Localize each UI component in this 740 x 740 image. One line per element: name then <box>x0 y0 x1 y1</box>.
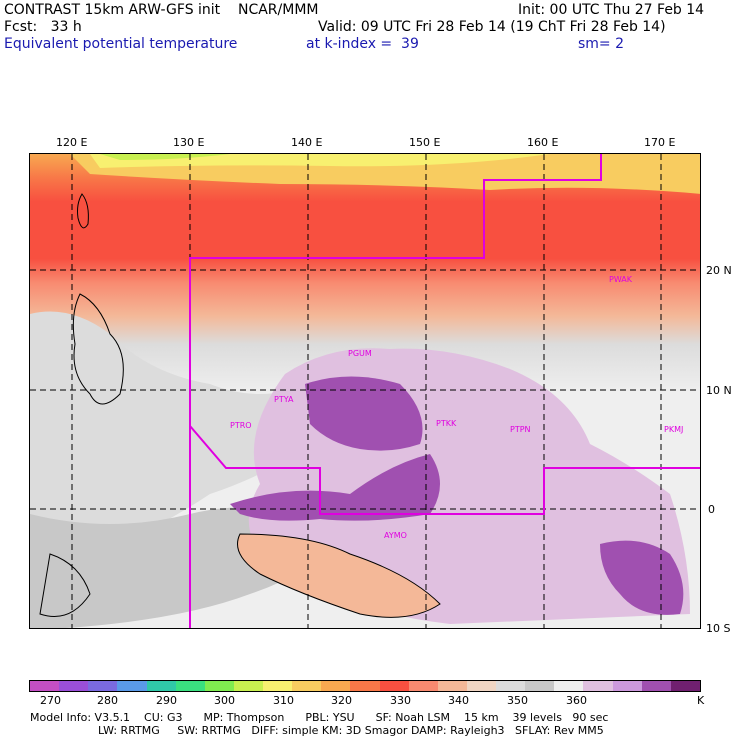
station-label: PTYA <box>274 395 294 404</box>
grid-lines <box>30 154 700 628</box>
map-panel: PGUM PTYA PTRO PTKK PTPN PKMJ PWAK AYMO <box>29 153 701 629</box>
colorbar-swatch <box>496 681 526 691</box>
colorbar-label: 340 <box>448 694 469 707</box>
station-label: PTRO <box>230 421 252 430</box>
colorbar-label: 280 <box>97 694 118 707</box>
model-info: Model Info: V3.5.1 CU: G3 MP: Thompson P… <box>30 711 609 724</box>
forecast-hour: Fcst: 33 h <box>4 19 82 35</box>
colorbar-label: 350 <box>507 694 528 707</box>
colorbar-label: 300 <box>214 694 235 707</box>
yellow-band <box>90 154 550 168</box>
colorbar-label: 360 <box>566 694 587 707</box>
colorbar-swatch <box>175 681 205 691</box>
colorbar-swatch <box>437 681 467 691</box>
station-label: PTPN <box>510 425 531 434</box>
colorbar-swatch <box>350 681 380 691</box>
level-info: at k-index = 39 <box>306 36 419 52</box>
colorbar-label: 290 <box>156 694 177 707</box>
lon-label: 170 E <box>644 136 676 149</box>
purple-core-east <box>600 540 684 615</box>
smoothing-info: sm= 2 <box>578 36 625 52</box>
new-guinea <box>237 533 441 618</box>
colorbar-swatch <box>30 681 60 691</box>
colorbar-swatch <box>321 681 351 691</box>
colorbar-swatch <box>525 681 555 691</box>
colorbar-swatch <box>612 681 642 691</box>
colorbar-swatch <box>554 681 584 691</box>
colorbar-swatch <box>408 681 438 691</box>
purple-core <box>305 376 423 451</box>
colorbar-swatch <box>263 681 293 691</box>
borneo-coast <box>39 553 91 617</box>
lat-label: 10 S <box>706 622 731 635</box>
title: CONTRAST 15km ARW-GFS init NCAR/MMM <box>4 2 319 18</box>
colorbar-swatch <box>117 681 147 691</box>
colorbar-swatch <box>641 681 671 691</box>
lon-label: 150 E <box>409 136 441 149</box>
lat-label: 10 N <box>706 384 732 397</box>
colorbar-swatch <box>233 681 263 691</box>
colorbar-label: 270 <box>40 694 61 707</box>
colorbar-swatch <box>466 681 496 691</box>
colorbar-label: 330 <box>390 694 411 707</box>
lat-label: 0 <box>708 503 715 516</box>
colorbar-label: 310 <box>273 694 294 707</box>
taiwan-coast <box>77 193 89 229</box>
colorbar-swatch <box>59 681 89 691</box>
station-label: PWAK <box>609 275 633 284</box>
station-label: PGUM <box>348 349 372 358</box>
lat-label: 20 N <box>706 264 732 277</box>
physics-info: LW: RRTMG SW: RRTMG DIFF: simple KM: 3D … <box>98 724 604 737</box>
init-time: Init: 00 UTC Thu 27 Feb 14 <box>518 2 705 18</box>
inner-domain-boundary-south <box>189 425 700 515</box>
colorbar-swatch <box>583 681 613 691</box>
lon-label: 160 E <box>527 136 559 149</box>
theta-e-map: PGUM PTYA PTRO PTKK PTPN PKMJ PWAK AYMO <box>30 154 700 628</box>
colorbar-swatch <box>146 681 176 691</box>
philippines-coast <box>72 293 124 405</box>
colorbar-unit: K <box>697 694 705 707</box>
colorbar-swatch <box>204 681 234 691</box>
purple-core-south <box>230 454 440 521</box>
inner-domain-boundary <box>189 154 602 628</box>
colorbar-swatch <box>670 681 700 691</box>
colorbar <box>29 680 701 692</box>
valid-time: Valid: 09 UTC Fri 28 Feb 14 (19 ChT Fri … <box>318 19 666 35</box>
colorbar-swatch <box>292 681 322 691</box>
colorbar-label: 320 <box>331 694 352 707</box>
station-label: PKMJ <box>664 425 683 434</box>
lon-label: 140 E <box>291 136 323 149</box>
station-label: AYMO <box>384 531 407 540</box>
green-band <box>100 154 230 160</box>
station-label: PTKK <box>436 419 457 428</box>
field-name: Equivalent potential temperature <box>4 36 238 52</box>
colorbar-swatch <box>88 681 118 691</box>
lon-label: 130 E <box>173 136 205 149</box>
colorbar-swatch <box>379 681 409 691</box>
lon-label: 120 E <box>56 136 88 149</box>
